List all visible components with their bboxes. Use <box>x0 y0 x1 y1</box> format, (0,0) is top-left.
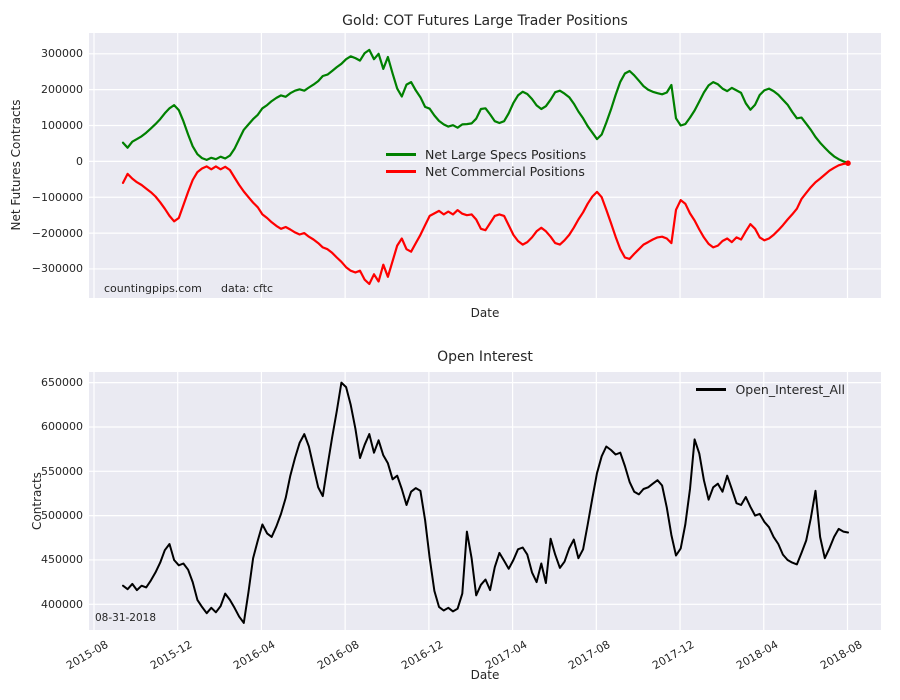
y-tick-label: 650000 <box>41 376 83 390</box>
chart-title-open-interest: Open Interest <box>437 349 533 365</box>
series-line-net-large-specs-positions <box>121 48 850 164</box>
legend-entry-open-interest: Open_Interest_All <box>696 382 845 397</box>
source-note: data: cftc <box>221 282 274 295</box>
page-title: Gold: COT Futures Large Trader Positions <box>342 13 628 29</box>
y-tick-label: 300000 <box>41 47 83 61</box>
legend-entry-commercial: Net Commercial Positions <box>386 164 586 179</box>
y-tick-label: −100000 <box>31 190 83 204</box>
legend-label-commercial: Net Commercial Positions <box>425 164 585 179</box>
legend-cot-positions: Net Large Specs Positions Net Commercial… <box>386 145 586 181</box>
x-axis-label-date-top: Date <box>470 306 500 320</box>
legend-line-black-icon <box>696 388 727 391</box>
y-axis-label-net-futures-contracts: Net Futures Contracts <box>9 99 23 231</box>
y-tick-label: 100000 <box>41 119 83 133</box>
y-tick-label: 500000 <box>41 509 83 523</box>
last-point-marker <box>845 160 851 166</box>
y-tick-label: −300000 <box>31 262 83 276</box>
y-tick-label: 600000 <box>41 420 83 434</box>
y-tick-label: 0 <box>76 154 83 168</box>
legend-line-red-icon <box>386 170 416 173</box>
legend-line-green-icon <box>386 153 416 156</box>
series-line-open-interest-all <box>122 381 849 624</box>
date-annotation: 08-31-2018 <box>95 612 157 624</box>
y-tick-label: 550000 <box>41 464 83 478</box>
axes-cot-positions <box>89 33 881 298</box>
plot-area <box>89 372 881 630</box>
legend-open-interest: Open_Interest_All <box>696 380 845 399</box>
y-tick-label: 450000 <box>41 553 83 567</box>
y-tick-label: 200000 <box>41 83 83 97</box>
legend-label-open-interest: Open_Interest_All <box>735 382 845 397</box>
series-line-net-commercial-positions <box>121 162 850 286</box>
x-axis-label-date-bottom: Date <box>470 668 500 682</box>
legend-label-large-specs: Net Large Specs Positions <box>425 147 587 162</box>
watermark: countingpips.com <box>104 282 202 295</box>
y-tick-label: 400000 <box>41 597 83 611</box>
axes-open-interest <box>89 372 881 630</box>
legend-entry-large-specs: Net Large Specs Positions <box>386 147 586 162</box>
plot-area <box>89 33 881 298</box>
y-tick-label: −200000 <box>31 226 83 240</box>
